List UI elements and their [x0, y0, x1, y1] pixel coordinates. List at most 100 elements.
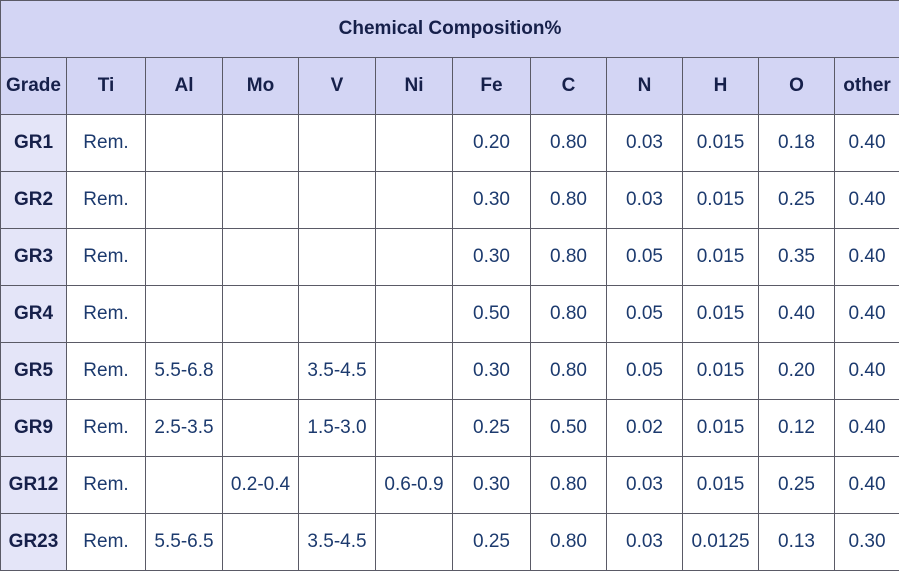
table-cell [376, 229, 453, 286]
table-title: Chemical Composition% [1, 1, 899, 58]
table-cell: 0.80 [531, 115, 607, 172]
table-cell: 0.40 [835, 115, 899, 172]
table-cell: 2.5-3.5 [146, 400, 223, 457]
table-cell: 0.12 [759, 400, 835, 457]
table-cell [299, 115, 376, 172]
table-cell: 0.35 [759, 229, 835, 286]
table-cell: 0.80 [531, 457, 607, 514]
table-cell: 0.80 [531, 172, 607, 229]
table-cell: 0.25 [759, 457, 835, 514]
table-cell: Rem. [67, 343, 146, 400]
table-cell: 3.5-4.5 [299, 514, 376, 571]
column-header: Ni [376, 58, 453, 115]
table-cell: 0.30 [835, 514, 899, 571]
table-cell: 0.015 [683, 400, 759, 457]
title-row: Chemical Composition% [1, 1, 899, 58]
table-cell: 0.80 [531, 514, 607, 571]
grade-cell: GR3 [1, 229, 67, 286]
table-cell [376, 115, 453, 172]
table-cell [146, 457, 223, 514]
table-cell: Rem. [67, 172, 146, 229]
table-cell: 0.40 [759, 286, 835, 343]
table-cell [299, 172, 376, 229]
table-cell: 0.80 [531, 229, 607, 286]
table-cell: 0.30 [453, 343, 531, 400]
table-cell: 0.80 [531, 343, 607, 400]
table-cell: 0.25 [453, 514, 531, 571]
table-cell: 0.02 [607, 400, 683, 457]
table-cell [299, 286, 376, 343]
table-cell: Rem. [67, 115, 146, 172]
grade-cell: GR9 [1, 400, 67, 457]
table-cell: 0.015 [683, 343, 759, 400]
column-header: H [683, 58, 759, 115]
table-cell: 3.5-4.5 [299, 343, 376, 400]
table-cell: Rem. [67, 286, 146, 343]
column-header: Mo [223, 58, 299, 115]
column-header: O [759, 58, 835, 115]
table-cell: 0.30 [453, 457, 531, 514]
table-cell: 0.40 [835, 172, 899, 229]
table-cell [223, 229, 299, 286]
table-cell: Rem. [67, 400, 146, 457]
column-header: C [531, 58, 607, 115]
table-cell [299, 229, 376, 286]
table-cell: 0.015 [683, 229, 759, 286]
column-header: Fe [453, 58, 531, 115]
table-cell: Rem. [67, 229, 146, 286]
table-cell: 0.015 [683, 286, 759, 343]
table-cell [376, 343, 453, 400]
table-cell: 0.25 [453, 400, 531, 457]
table-cell: 0.18 [759, 115, 835, 172]
table-cell: 0.03 [607, 457, 683, 514]
table-cell: Rem. [67, 514, 146, 571]
table-cell: 0.80 [531, 286, 607, 343]
table-cell [146, 229, 223, 286]
table-cell [223, 514, 299, 571]
table-cell [146, 286, 223, 343]
table-cell [146, 115, 223, 172]
grade-cell: GR4 [1, 286, 67, 343]
table-cell: 0.20 [453, 115, 531, 172]
table-cell: Rem. [67, 457, 146, 514]
table-cell: 0.05 [607, 229, 683, 286]
grade-cell: GR2 [1, 172, 67, 229]
table-cell: 0.40 [835, 457, 899, 514]
grade-cell: GR1 [1, 115, 67, 172]
grade-cell: GR23 [1, 514, 67, 571]
table-cell: 0.03 [607, 115, 683, 172]
column-header: other [835, 58, 899, 115]
table-cell: 0.30 [453, 172, 531, 229]
table-cell: 0.05 [607, 343, 683, 400]
table-cell: 0.50 [453, 286, 531, 343]
grade-cell: GR12 [1, 457, 67, 514]
table-cell: 0.03 [607, 514, 683, 571]
table-cell [376, 172, 453, 229]
table-cell: 0.05 [607, 286, 683, 343]
table-cell: 0.40 [835, 229, 899, 286]
table-cell [299, 457, 376, 514]
table-cell: 0.50 [531, 400, 607, 457]
column-header: V [299, 58, 376, 115]
table-cell: 0.0125 [683, 514, 759, 571]
table-cell: 0.03 [607, 172, 683, 229]
table-cell [223, 343, 299, 400]
table-cell: 0.015 [683, 457, 759, 514]
table-cell: 5.5-6.5 [146, 514, 223, 571]
table-cell: 0.13 [759, 514, 835, 571]
table-cell: 0.2-0.4 [223, 457, 299, 514]
table-cell [223, 400, 299, 457]
table-cell [376, 400, 453, 457]
table-cell [376, 514, 453, 571]
table-cell: 5.5-6.8 [146, 343, 223, 400]
